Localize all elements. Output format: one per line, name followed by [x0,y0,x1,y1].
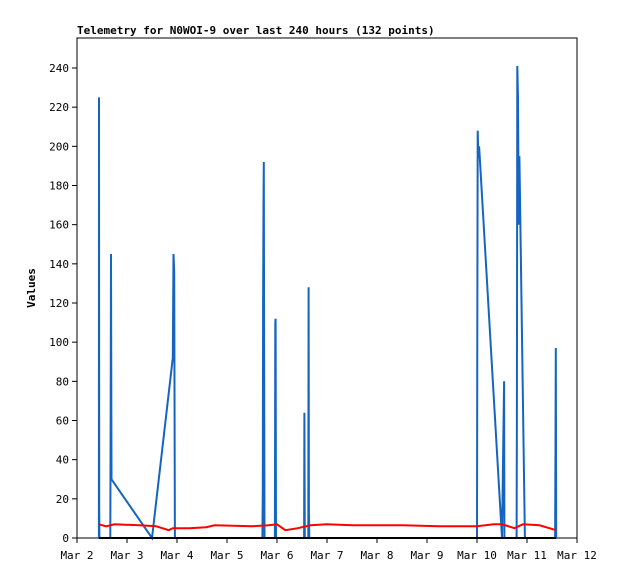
y-tick-label: 140 [49,258,69,271]
series-layer [97,65,558,541]
y-tick-label: 40 [56,454,69,467]
y-tick-label: 0 [62,532,69,545]
y-tick-label: 200 [49,140,69,153]
x-axis-ticks: Mar 2 Mar 3 Mar 4 Mar 5 Mar 6 Mar 7 Mar 8 Mar 9… [60,538,597,562]
y-axis-label: Values [25,268,38,308]
x-tick-label: Mar 6 [260,549,293,562]
x-tick-label: Mar 5 [210,549,243,562]
x-tick-label: Mar 3 [110,549,143,562]
x-tick-label: Mar 10 [457,549,497,562]
y-tick-label: 80 [56,375,69,388]
y-tick-label: 180 [49,180,69,193]
y-tick-label: 240 [49,62,69,75]
y-tick-label: 220 [49,101,69,114]
y-tick-label: 60 [56,415,69,428]
x-tick-label: Mar 11 [507,549,547,562]
x-tick-label: Mar 2 [60,549,93,562]
x-tick-label: Mar 7 [310,549,343,562]
y-tick-label: 20 [56,493,69,506]
chart-title: Telemetry for N0WOI-9 over last 240 hour… [77,24,435,37]
x-tick-label: Mar 4 [160,549,193,562]
series-line-1 [97,65,558,541]
series-line-2 [98,523,557,532]
y-tick-label: 100 [49,336,69,349]
x-tick-label: Mar 8 [360,549,393,562]
y-tick-label: 120 [49,297,69,310]
x-tick-label: Mar 12 [557,549,597,562]
x-tick-label: Mar 9 [410,549,443,562]
y-axis-ticks: 0 20 40 60 80 100 120 140 160 180 200 220 240 [49,62,77,545]
plot-frame [76,37,578,539]
y-tick-label: 160 [49,219,69,232]
